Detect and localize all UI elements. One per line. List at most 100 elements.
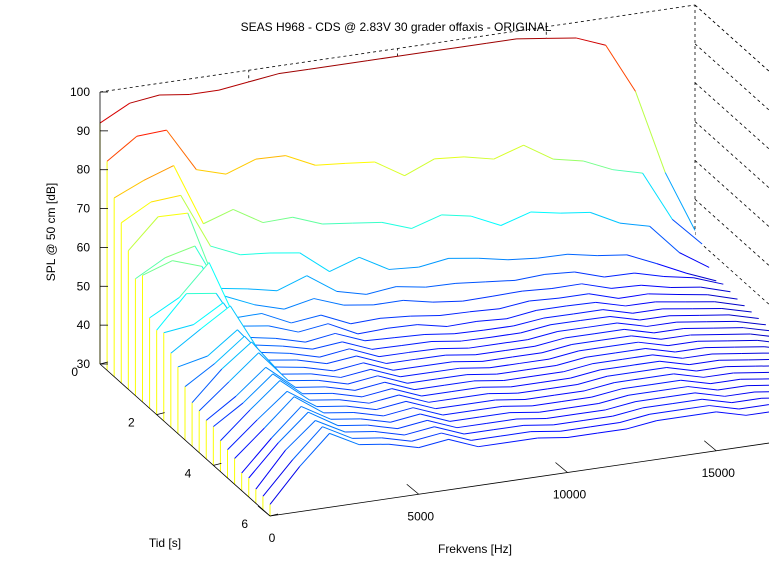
slice-segment: [507, 437, 538, 443]
slice-segment: [499, 300, 530, 310]
slice-segment: [536, 305, 567, 311]
slice-segment: [489, 362, 520, 369]
slice-segment: [184, 363, 216, 388]
slice-segment: [564, 333, 595, 339]
slice-segment: [252, 344, 283, 347]
slice-segment: [714, 301, 745, 307]
slice-fill: [270, 411, 769, 516]
slice-segment: [388, 443, 419, 449]
slice-segment: [292, 216, 323, 225]
slice-segment: [517, 388, 548, 394]
slice-segment: [534, 337, 565, 347]
slice-segment: [278, 68, 309, 75]
y-tick-label: 6: [241, 517, 248, 531]
slice-segment: [286, 390, 317, 408]
y-tick-label: 2: [128, 416, 135, 430]
slice-segment: [554, 390, 585, 396]
slice-segment: [478, 257, 509, 261]
slice-segment: [646, 321, 677, 327]
slice-segment: [563, 363, 594, 373]
slice-segment: [156, 293, 187, 331]
slice-segment: [649, 409, 680, 415]
slice-segment: [543, 313, 574, 319]
slice-segment: [315, 420, 346, 433]
slice-segment: [728, 314, 759, 319]
slice-segment: [607, 371, 637, 377]
slice-segment: [397, 51, 428, 57]
waterfall-surface: [99, 37, 769, 516]
slice-segment: [682, 353, 713, 359]
slice-segment: [505, 345, 535, 352]
slice-segment: [200, 305, 231, 330]
slice-segment: [550, 320, 581, 326]
slice-segment: [529, 297, 560, 302]
slice-segment: [520, 324, 551, 334]
slice-segment: [198, 381, 230, 412]
slice-segment: [635, 91, 666, 173]
slice-segment: [703, 372, 734, 378]
z-tick-label: 50: [77, 279, 91, 293]
slice-segment: [255, 155, 286, 160]
slice-segment: [575, 409, 606, 415]
slice-segment: [619, 413, 650, 423]
slice-segment: [500, 211, 531, 226]
slice-segment: [612, 169, 643, 174]
slice-segment: [390, 413, 421, 423]
slice-segment: [653, 328, 684, 334]
slice-segment: [547, 383, 578, 390]
slice-segment: [687, 386, 718, 391]
slice-segment: [757, 339, 769, 343]
chart-title: SEAS H968 - CDS @ 2.83V 30 grader offaxi…: [241, 20, 552, 34]
side-grid-line: [694, 121, 769, 189]
slice-segment: [240, 252, 271, 256]
slice-segment: [641, 284, 671, 288]
slice-segment: [285, 420, 316, 451]
slice-segment: [345, 161, 375, 164]
slice-segment: [381, 437, 412, 442]
slice-segment: [149, 297, 180, 319]
slice-segment: [178, 262, 210, 298]
slice-segment: [524, 394, 555, 401]
slice-segment: [292, 426, 323, 461]
slice-segment: [456, 42, 487, 49]
slice-segment: [441, 214, 472, 217]
slice-segment: [422, 361, 453, 367]
slice-segment: [664, 172, 696, 231]
slice-segment: [326, 355, 357, 365]
slice-segment: [631, 335, 662, 340]
slice-segment: [532, 401, 562, 407]
slice-segment: [218, 81, 249, 91]
slice-segment: [471, 435, 501, 441]
side-grid-line: [694, 198, 769, 266]
slice-segment: [506, 309, 537, 320]
slice-segment: [651, 379, 681, 386]
slice-segment: [464, 429, 494, 435]
y-axis-label: Tid [s]: [149, 536, 181, 550]
slice-segment: [370, 368, 401, 378]
slice-segment: [303, 366, 334, 372]
slice-segment: [475, 350, 506, 356]
slice-segment: [417, 324, 448, 327]
slice-segment: [335, 332, 366, 342]
slice-segment: [589, 211, 621, 224]
slice-segment: [207, 329, 238, 357]
slice-segment: [553, 420, 584, 426]
slice-segment: [357, 327, 388, 335]
slice-segment: [642, 172, 673, 220]
slice-segment: [272, 373, 303, 395]
slice-segment: [296, 359, 327, 365]
slice-segment: [702, 398, 732, 404]
slice-segment: [256, 390, 288, 421]
slice-segment: [537, 253, 568, 259]
slice-segment: [665, 392, 696, 398]
slice-segment: [743, 327, 769, 332]
slice-segment: [679, 405, 710, 411]
slice-segment: [369, 394, 400, 404]
slice-segment: [622, 354, 653, 360]
slice-segment: [626, 420, 657, 430]
slice-segment: [595, 301, 626, 307]
slice-segment: [626, 254, 657, 265]
slice-segment: [675, 347, 705, 353]
slice-segment: [668, 340, 698, 347]
slice-segment: [624, 328, 654, 334]
